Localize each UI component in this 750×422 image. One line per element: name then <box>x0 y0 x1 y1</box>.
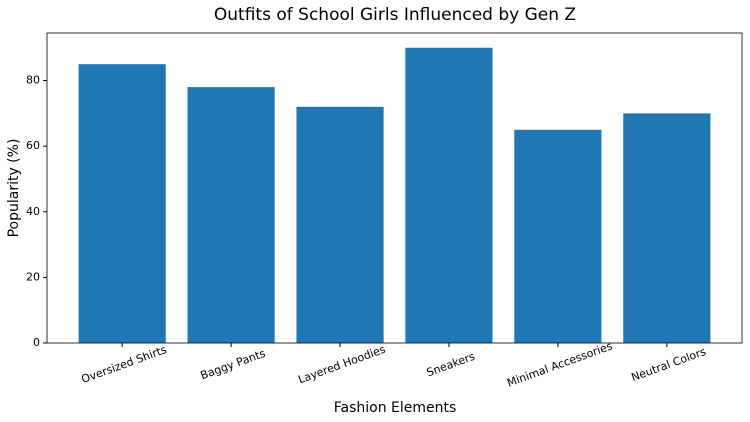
bar <box>405 47 493 344</box>
bar <box>78 64 166 343</box>
bar <box>187 87 275 343</box>
x-tick-label: Neutral Colors <box>630 345 709 384</box>
y-axis-label: Popularity (%) <box>6 139 22 238</box>
x-tick-label: Baggy Pants <box>199 347 268 383</box>
chart-title: Outfits of School Girls Influenced by Ge… <box>214 5 576 25</box>
x-tick-label: Minimal Accessories <box>505 339 614 389</box>
plot-frame <box>46 32 743 344</box>
bar <box>296 106 384 343</box>
bar <box>514 129 602 343</box>
y-tick-label: 40 <box>26 205 40 218</box>
x-axis-label: Fashion Elements <box>334 400 457 416</box>
x-tick-label: Sneakers <box>425 350 477 380</box>
y-tick-label: 80 <box>26 74 40 87</box>
y-tick-label: 60 <box>26 139 40 152</box>
y-tick-label: 20 <box>26 270 40 283</box>
x-tick-label: Layered Hoodies <box>296 343 387 387</box>
y-tick-label: 0 <box>33 336 40 349</box>
bar <box>623 113 711 344</box>
x-tick-label: Oversized Shirts <box>80 343 169 386</box>
